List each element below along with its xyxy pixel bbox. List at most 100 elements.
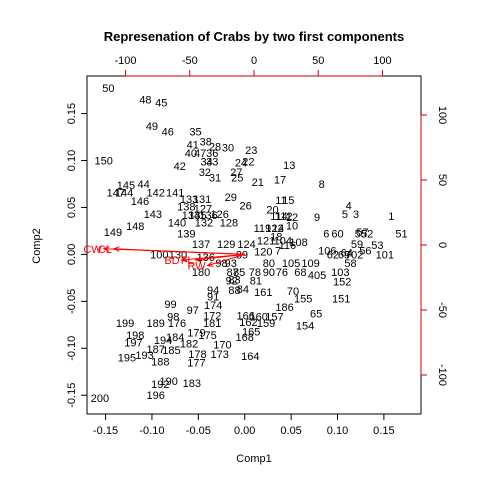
- point-label: 20: [266, 204, 278, 216]
- point-label: 133: [180, 194, 198, 206]
- point-label: 52: [361, 229, 373, 241]
- y-tick-label: 0.05: [66, 197, 78, 218]
- point-label: 25: [231, 172, 243, 184]
- point-label: 97: [187, 305, 199, 317]
- point-label: 53: [371, 240, 383, 252]
- point-label: 50: [102, 83, 114, 95]
- loading-arrow: [207, 253, 245, 267]
- loading-arrowhead: [102, 246, 110, 252]
- point-label: 141: [166, 187, 184, 199]
- point-label: 83: [228, 275, 240, 287]
- y-tick-label: 0.15: [66, 103, 78, 124]
- point-label: 88: [228, 285, 240, 297]
- point-label: 170: [213, 340, 231, 352]
- point-label: 64: [341, 248, 353, 260]
- point-label: 58: [344, 258, 356, 270]
- right-tick-label: 0: [436, 242, 448, 248]
- point-label: 29: [225, 192, 237, 204]
- point-label: 185: [162, 345, 180, 357]
- x-tick-label: 0.05: [280, 425, 301, 437]
- point-label: 124: [237, 239, 255, 251]
- point-label: 176: [168, 318, 186, 330]
- y-tick-label: 0.10: [66, 150, 78, 171]
- point-label: 131: [193, 194, 211, 206]
- x-tick-label: 0.10: [327, 425, 348, 437]
- point-label: 9: [314, 212, 320, 224]
- point-label: 181: [203, 318, 221, 330]
- point-label: 194: [154, 335, 172, 347]
- point-label: 22: [242, 156, 254, 168]
- point-label: 62: [327, 249, 339, 261]
- point-label: 144: [115, 187, 133, 199]
- point-label: 155: [294, 294, 312, 306]
- point-label: 178: [188, 349, 206, 361]
- loading-arrowhead: [194, 256, 202, 263]
- point-label: 38: [200, 137, 212, 149]
- point-label: 27: [230, 167, 242, 179]
- point-label: 78: [249, 267, 261, 279]
- point-label: 120: [254, 247, 272, 259]
- point-label: 168: [236, 332, 254, 344]
- point-label: 142: [146, 187, 164, 199]
- point-label: 8: [319, 179, 325, 191]
- point-label: 23: [245, 145, 257, 157]
- point-label: 119: [254, 223, 272, 235]
- point-label: 59: [351, 239, 363, 251]
- point-label: 30: [222, 142, 234, 154]
- point-label: 184: [166, 332, 184, 344]
- point-label: 173: [210, 349, 228, 361]
- point-label: 10: [286, 220, 298, 232]
- point-label: 85: [233, 267, 245, 279]
- point-label: 132: [195, 217, 213, 229]
- point-label: 6: [323, 229, 329, 241]
- point-label: 175: [198, 330, 216, 342]
- point-label: 200: [91, 393, 109, 405]
- point-label: 93: [225, 258, 237, 270]
- point-label: 116: [279, 240, 297, 252]
- point-label: 69: [338, 249, 350, 261]
- point-label: 105: [282, 258, 300, 270]
- point-label: 56: [359, 246, 371, 258]
- right-tick-label: 50: [436, 174, 448, 186]
- loading-label: CW: [83, 244, 102, 256]
- point-label: 41: [187, 140, 199, 152]
- point-label: 164: [241, 351, 259, 363]
- point-label: 108: [289, 237, 307, 249]
- loading-arrowhead: [206, 261, 214, 267]
- point-label: 4: [346, 201, 352, 213]
- point-label: 154: [296, 321, 314, 333]
- point-label: 7: [275, 246, 281, 258]
- top-tick-label: -50: [182, 55, 198, 67]
- point-label: 161: [254, 287, 272, 299]
- top-tick-label: 0: [251, 55, 257, 67]
- point-label: 15: [282, 195, 294, 207]
- point-label: 150: [95, 156, 113, 168]
- point-label: 101: [376, 249, 394, 261]
- point-label: 81: [250, 276, 262, 288]
- point-label: 177: [187, 357, 205, 369]
- point-label: 51: [395, 229, 407, 241]
- y-tick-label: -0.15: [66, 383, 78, 408]
- point-label: 94: [207, 285, 219, 297]
- x-tick-label: -0.10: [139, 425, 164, 437]
- point-label: 151: [332, 294, 350, 306]
- point-label: 47: [194, 148, 206, 160]
- top-tick-label: 50: [312, 55, 324, 67]
- point-label: 99: [164, 299, 176, 311]
- point-label: 17: [274, 174, 286, 186]
- point-label: 114: [270, 211, 288, 223]
- top-tick-label: -100: [115, 55, 137, 67]
- y-tick-label: -0.05: [66, 289, 78, 314]
- point-label: 193: [135, 350, 153, 362]
- y-tick-label: 0.00: [66, 244, 78, 265]
- point-label: 157: [265, 311, 283, 323]
- point-label: 172: [203, 310, 221, 322]
- loading-label: FL: [181, 255, 194, 267]
- x-tick-label: -0.15: [93, 425, 118, 437]
- point-label: 48: [139, 94, 151, 106]
- point-label: 140: [168, 217, 186, 229]
- point-label: 147: [107, 187, 125, 199]
- point-label: 70: [287, 286, 299, 298]
- point-label: 65: [310, 309, 322, 321]
